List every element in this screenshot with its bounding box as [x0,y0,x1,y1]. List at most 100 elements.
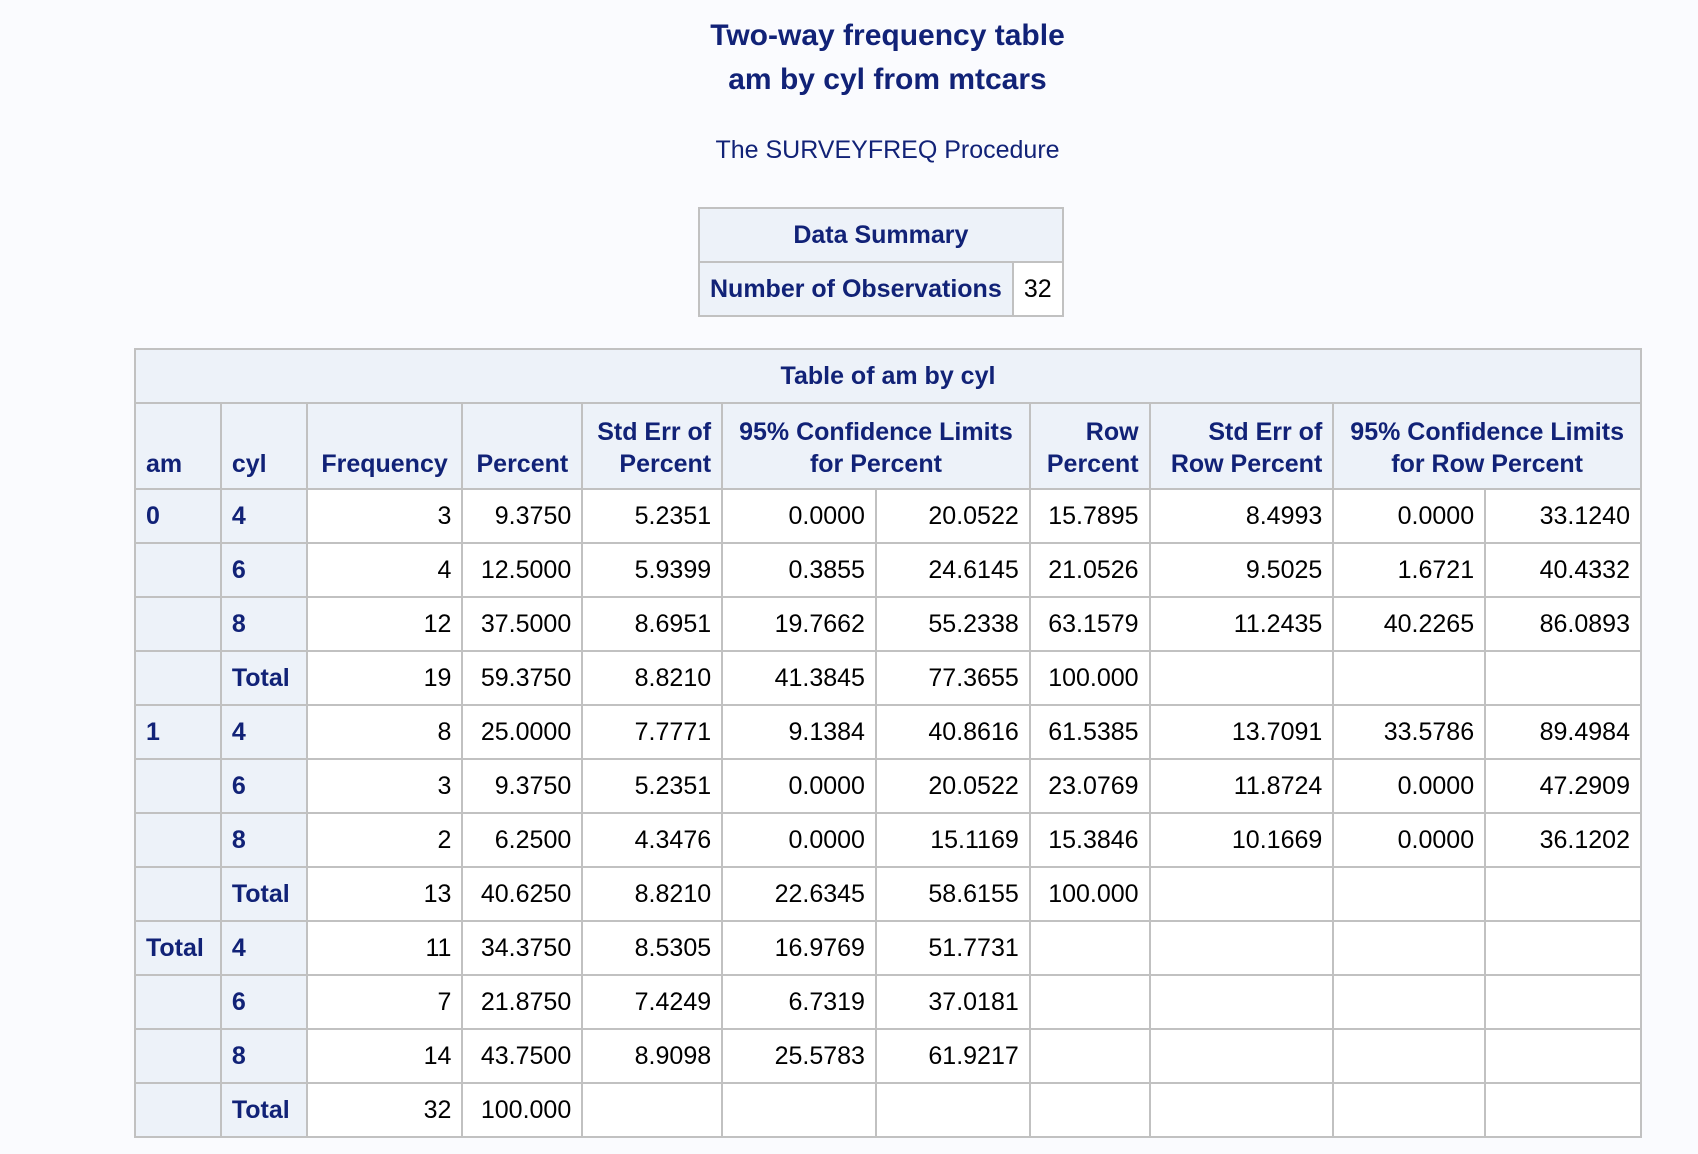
table-row: 6 4 12.5000 5.9399 0.3855 24.6145 21.052… [134,542,1642,598]
row-upper-cl-cell [1484,1028,1642,1084]
percent-cell: 34.3750 [461,920,584,976]
table-row: Total 4 11 34.3750 8.5305 16.9769 51.773… [134,920,1642,976]
row-std-err-cell: 11.2435 [1148,596,1335,652]
header-std-err-percent: Std Err of Percent [581,402,724,490]
row-std-err-cell: 9.5025 [1148,542,1335,598]
std-err-cell: 8.6951 [581,596,724,652]
std-err-cell: 4.3476 [581,812,724,868]
header-percent: Percent [461,402,584,490]
row-lower-cl-cell [1332,1082,1487,1138]
row-lower-cl-cell [1332,920,1487,976]
upper-cl-cell: 40.8616 [874,704,1031,760]
upper-cl-cell: 37.0181 [874,974,1031,1030]
am-label [134,542,222,598]
row-upper-cl-cell: 33.1240 [1484,488,1642,544]
row-std-err-cell [1148,974,1335,1030]
main-table-caption: Table of am by cyl [134,348,1642,404]
std-err-cell: 5.2351 [581,488,724,544]
am-label [134,1082,222,1138]
row-percent-cell: 61.5385 [1028,704,1151,760]
std-err-cell: 8.8210 [581,650,724,706]
lower-cl-cell: 0.0000 [721,758,877,814]
table-row: 0 4 3 9.3750 5.2351 0.0000 20.0522 15.78… [134,488,1642,544]
std-err-cell: 7.4249 [581,974,724,1030]
am-by-cyl-table: Table of am by cyl am cyl Frequency Perc… [134,348,1642,1138]
procedure-title: The SURVEYFREQ Procedure [715,136,1060,164]
observations-label: Number of Observations [698,261,1014,317]
frequency-cell: 13 [305,866,464,922]
std-err-cell: 5.2351 [581,758,724,814]
cyl-label: Total [219,866,308,922]
lower-cl-cell: 6.7319 [721,974,877,1030]
am-label: 1 [134,704,222,760]
row-percent-cell: 15.7895 [1028,488,1151,544]
row-upper-cl-cell [1484,1082,1642,1138]
frequency-cell: 3 [305,488,464,544]
upper-cl-cell: 15.1169 [874,812,1031,868]
lower-cl-cell: 0.0000 [721,488,877,544]
frequency-cell: 32 [305,1082,464,1138]
row-upper-cl-cell [1484,974,1642,1030]
am-label [134,758,222,814]
row-std-err-cell: 8.4993 [1148,488,1335,544]
row-std-err-cell: 10.1669 [1148,812,1335,868]
header-cl-percent: 95% Confidence Limits for Percent [721,402,1031,490]
observations-value: 32 [1011,261,1064,317]
lower-cl-cell: 22.6345 [721,866,877,922]
cyl-label: 4 [219,704,308,760]
table-row: 6 3 9.3750 5.2351 0.0000 20.0522 23.0769… [134,758,1642,814]
am-label: Total [134,920,222,976]
std-err-cell: 5.9399 [581,542,724,598]
upper-cl-cell: 77.3655 [874,650,1031,706]
am-label [134,812,222,868]
cyl-label: 6 [219,974,308,1030]
std-err-cell: 8.9098 [581,1028,724,1084]
am-label [134,866,222,922]
upper-cl-cell: 20.0522 [874,758,1031,814]
table-row: Total 19 59.3750 8.8210 41.3845 77.3655 … [134,650,1642,706]
frequency-cell: 3 [305,758,464,814]
lower-cl-cell: 19.7662 [721,596,877,652]
std-err-cell: 8.8210 [581,866,724,922]
cyl-label: 4 [219,488,308,544]
header-am: am [134,402,222,490]
row-upper-cl-cell: 36.1202 [1484,812,1642,868]
lower-cl-cell [721,1082,877,1138]
row-upper-cl-cell: 40.4332 [1484,542,1642,598]
row-std-err-cell [1148,866,1335,922]
cyl-label: 8 [219,812,308,868]
std-err-cell [581,1082,724,1138]
frequency-cell: 2 [305,812,464,868]
cyl-label: 6 [219,758,308,814]
lower-cl-cell: 16.9769 [721,920,877,976]
frequency-cell: 12 [305,596,464,652]
row-percent-cell [1028,974,1151,1030]
row-lower-cl-cell: 33.5786 [1332,704,1487,760]
frequency-cell: 7 [305,974,464,1030]
table-row: Total 32 100.000 [134,1082,1642,1138]
row-lower-cl-cell [1332,974,1487,1030]
row-percent-cell [1028,1082,1151,1138]
percent-cell: 59.3750 [461,650,584,706]
cyl-label: 6 [219,542,308,598]
percent-cell: 9.3750 [461,488,584,544]
row-upper-cl-cell: 86.0893 [1484,596,1642,652]
table-row: 8 2 6.2500 4.3476 0.0000 15.1169 15.3846… [134,812,1642,868]
header-cyl: cyl [219,402,308,490]
row-percent-cell [1028,1028,1151,1084]
row-std-err-cell [1148,1028,1335,1084]
lower-cl-cell: 0.3855 [721,542,877,598]
lower-cl-cell: 41.3845 [721,650,877,706]
upper-cl-cell: 24.6145 [874,542,1031,598]
frequency-cell: 14 [305,1028,464,1084]
cyl-label: 8 [219,596,308,652]
percent-cell: 21.8750 [461,974,584,1030]
am-label: 0 [134,488,222,544]
lower-cl-cell: 25.5783 [721,1028,877,1084]
upper-cl-cell: 61.9217 [874,1028,1031,1084]
std-err-cell: 8.5305 [581,920,724,976]
row-percent-cell: 63.1579 [1028,596,1151,652]
row-upper-cl-cell: 47.2909 [1484,758,1642,814]
frequency-cell: 8 [305,704,464,760]
title-line-2: am by cyl from mtcars [728,63,1047,96]
